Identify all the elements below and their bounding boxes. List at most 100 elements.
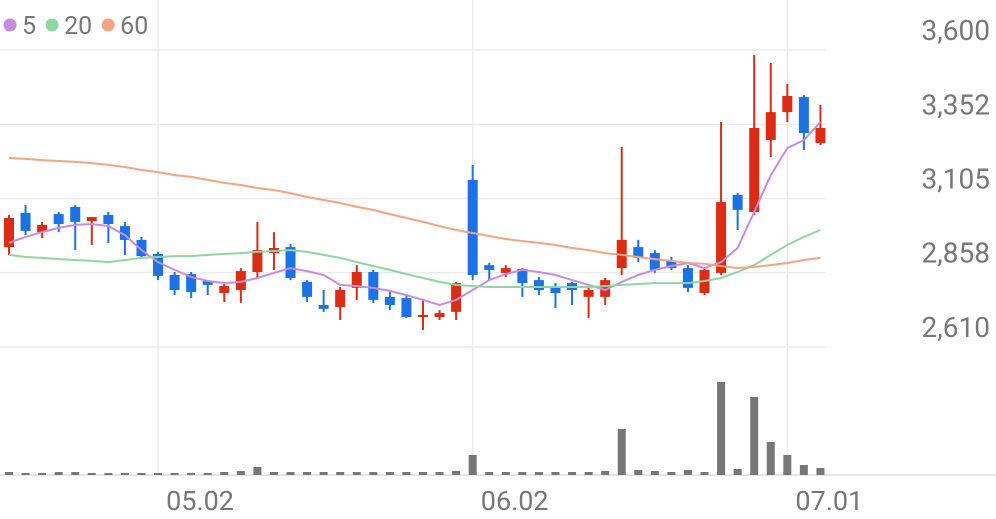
volume-bar [584, 472, 593, 475]
y-tick-label: 3,105 [922, 163, 990, 196]
candle-body [86, 217, 97, 221]
candle-body [153, 254, 164, 276]
candle-body [384, 296, 395, 305]
legend-label: 5 [22, 12, 36, 41]
candle-body [550, 287, 561, 293]
candle-body [533, 280, 544, 290]
candle-body [351, 272, 362, 288]
volume-bar [269, 472, 278, 475]
ma-line [8, 121, 822, 307]
volume-bar [137, 473, 146, 475]
volume-bar [568, 472, 577, 475]
candle-body [467, 179, 478, 275]
candle-body [633, 247, 644, 258]
candle-body [285, 247, 296, 278]
volume-bar [236, 471, 245, 475]
volume-bar [634, 470, 643, 475]
volume-bar [104, 473, 113, 475]
legend-marker [45, 18, 59, 32]
volume-bar [38, 473, 47, 475]
volume-bar [435, 472, 444, 475]
volume-bar [385, 472, 394, 475]
candle-body [500, 268, 511, 273]
candle-body [235, 271, 246, 290]
candle-body [451, 283, 462, 312]
legend-marker [101, 18, 115, 32]
candle-body [202, 281, 213, 285]
volume-bar [534, 472, 543, 475]
volume-bar [203, 473, 212, 475]
volume-bar [766, 442, 775, 475]
candle-body [169, 275, 180, 290]
candle-body [749, 128, 760, 212]
volume-bar [419, 472, 427, 475]
candle-body [600, 280, 611, 297]
volume-bar [733, 469, 742, 475]
volume-bar [700, 472, 709, 475]
volume-bar [750, 397, 759, 475]
candle-body [649, 253, 660, 270]
candle-body [103, 215, 114, 224]
candle-body [302, 281, 313, 297]
x-tick-label: 06.02 [481, 485, 549, 517]
candle-body [798, 97, 809, 134]
legend-label: 60 [120, 12, 148, 41]
candle-body [418, 314, 428, 317]
volume-bar [154, 473, 163, 475]
candle-body [782, 95, 793, 113]
candle-body [484, 265, 495, 270]
volume-bar [87, 473, 96, 475]
x-tick-label: 05.02 [166, 485, 234, 517]
candle-body [716, 202, 727, 273]
candle-body [219, 286, 230, 293]
candle-body [53, 214, 64, 224]
volume-bar [485, 472, 494, 475]
ma-line [8, 157, 821, 270]
volume-bar [54, 472, 63, 475]
volume-bar [319, 472, 328, 475]
volume-bar [170, 473, 179, 475]
volume-bar [336, 472, 345, 475]
volume-bar [683, 470, 692, 475]
volume-bar [5, 472, 13, 475]
candle-body [368, 272, 379, 300]
y-tick-label: 3,600 [922, 14, 990, 47]
y-tick-label: 3,352 [922, 88, 990, 121]
candle-body [583, 290, 594, 297]
candle-body [517, 269, 528, 284]
candle-body [119, 226, 130, 240]
x-tick-label: 07.01 [795, 485, 863, 517]
volume-bar [187, 473, 196, 475]
legend-marker [3, 18, 17, 32]
volume-bar [501, 472, 510, 475]
volume-bar [71, 472, 80, 475]
volume-bar [468, 455, 477, 475]
volume-bar [402, 472, 411, 475]
candle-body [70, 206, 81, 222]
candle-body [765, 112, 776, 140]
legend-label: 20 [64, 12, 92, 41]
volume-bar [369, 472, 378, 475]
candle-body [136, 239, 147, 257]
volume-bar [650, 471, 659, 475]
volume-bar [303, 472, 312, 475]
candle-body [434, 313, 445, 317]
volume-bar [601, 471, 610, 475]
candle-body [186, 274, 197, 293]
volume-bar [120, 473, 129, 475]
volume-bar [799, 465, 808, 475]
candle-body [318, 305, 329, 309]
candle-body [682, 268, 693, 288]
volume-bar [816, 468, 825, 475]
volume-bar [717, 382, 726, 475]
volume-bar [452, 471, 461, 475]
volume-bar [518, 472, 527, 475]
volume-bar [352, 472, 361, 475]
volume-bar [551, 472, 560, 475]
y-tick-label: 2,858 [922, 237, 990, 270]
volume-bar [783, 455, 792, 475]
candle-body [252, 250, 263, 272]
y-tick-label: 2,610 [922, 311, 990, 344]
